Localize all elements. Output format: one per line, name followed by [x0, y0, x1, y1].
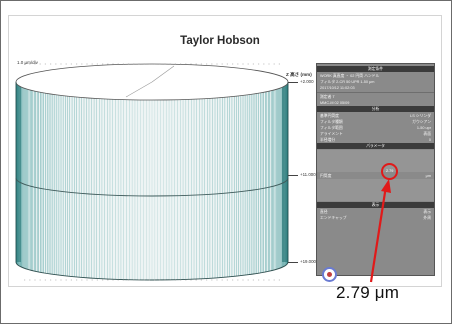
- panel-row-value: μm: [425, 174, 431, 178]
- axis-tick-middle: +11.000: [300, 172, 316, 177]
- panel-row-value: 1-50 upr: [416, 126, 431, 130]
- panel-row: MMC-M 02 05/09: [317, 100, 434, 106]
- axis-tick-bottom: +19.000: [300, 259, 316, 264]
- panel-row-value: 外周: [423, 216, 431, 220]
- panel-row-label: 円筒度: [320, 174, 332, 178]
- circled-value: 2.79: [386, 169, 394, 173]
- panel-row-label: フィルタ種類: [320, 120, 343, 124]
- panel-blank-area: [317, 150, 434, 172]
- panel-row: 2017/10/12 11:02:03: [317, 85, 434, 91]
- panel-row: フィルタ種類 ガウシアン: [317, 119, 434, 125]
- axis-tick-line: [288, 175, 298, 176]
- panel-row: 直径 表示: [317, 209, 434, 215]
- panel-section-header: 表示: [317, 202, 434, 208]
- panel-row-label: フィルタ範囲: [320, 126, 343, 130]
- panel-row-label: フィルタ 2-CR 50 UPR 1-50 μm: [320, 80, 375, 84]
- panel-row: フィルタ範囲 1-50 upr: [317, 125, 434, 131]
- panel-row: 円筒度 μm: [317, 173, 434, 179]
- panel-row-label: WORK 真直度 ・ 02 円筒 ハンドル: [320, 74, 380, 78]
- panel-row-value: 表示: [423, 210, 431, 214]
- panel-separator: [317, 92, 434, 93]
- panel-row-label: 直径: [320, 210, 328, 214]
- logo-icon: [322, 267, 337, 282]
- panel-row: 半径増分 0: [317, 137, 434, 143]
- panel-row-label: 測定者 T: [320, 95, 335, 99]
- scale-label: 1.0 µm/div: [17, 60, 38, 65]
- axis-tick-line: [288, 262, 298, 263]
- axis-tick-top: +2.000: [300, 79, 314, 84]
- axis-title: Z 高さ (mm): [286, 72, 312, 77]
- panel-row: WORK 真直度 ・ 02 円筒 ハンドル: [317, 73, 434, 79]
- panel-blank-area: [317, 179, 434, 201]
- panel-row-label: MMC-M 02 05/09: [320, 101, 350, 105]
- panel-row-label: エンドキャップ: [320, 216, 347, 220]
- panel-row-value: 0: [428, 138, 431, 142]
- report-title: Taylor Hobson: [180, 35, 260, 47]
- panel-row-label: 半径増分: [320, 138, 336, 142]
- annotation-label: 2.79 μm: [336, 283, 400, 302]
- axis-tick-line: [288, 82, 298, 83]
- highlight-circle: [381, 163, 398, 180]
- panel-row-value: LS シリンダ: [410, 114, 431, 118]
- panel-row: 基準円筒度 LS シリンダ: [317, 113, 434, 119]
- panel-row-label: 2017/10/12 11:02:03: [320, 86, 355, 90]
- panel-row: 測定者 T: [317, 94, 434, 100]
- panel-row: フィルタ 2-CR 50 UPR 1-50 μm: [317, 79, 434, 85]
- panel-section-header: パラメータ: [317, 143, 434, 149]
- panel-row: アライメント 表面: [317, 131, 434, 137]
- panel-row-value: 表面: [423, 132, 431, 136]
- info-panel: 測定条件 WORK 真直度 ・ 02 円筒 ハンドル フィルタ 2-CR 50 UP…: [316, 63, 435, 276]
- panel-row-value: ガウシアン: [412, 120, 431, 124]
- panel-row: エンドキャップ 外周: [317, 215, 434, 221]
- panel-row-label: アライメント: [320, 132, 343, 136]
- panel-section-header: 測定条件: [317, 66, 434, 72]
- panel-row-label: 基準円筒度: [320, 114, 339, 118]
- panel-section-header: 分析: [317, 106, 434, 112]
